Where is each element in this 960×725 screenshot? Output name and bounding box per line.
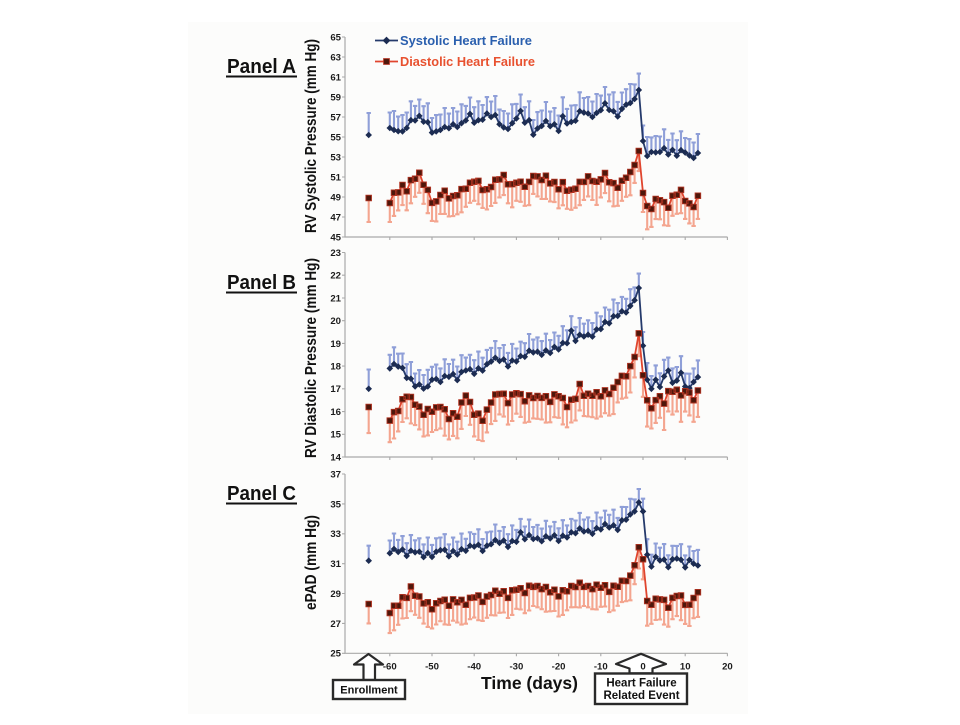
svg-text:20: 20 [330,316,341,327]
svg-text:61: 61 [330,72,341,83]
svg-text:Enrollment: Enrollment [340,685,398,697]
svg-text:33: 33 [330,529,341,540]
svg-text:53: 53 [330,152,341,163]
svg-text:Panel B: Panel B [227,271,296,294]
svg-text:21: 21 [330,293,341,304]
svg-text:25: 25 [330,649,341,660]
svg-text:22: 22 [330,271,341,282]
svg-text:17: 17 [330,384,341,395]
svg-text:20: 20 [722,662,733,673]
svg-text:Diastolic Heart Failure: Diastolic Heart Failure [400,54,535,69]
svg-text:RV Systolic Pressure (mm Hg): RV Systolic Pressure (mm Hg) [303,39,320,233]
svg-text:59: 59 [330,92,341,103]
svg-text:57: 57 [330,112,341,123]
svg-text:0: 0 [640,662,645,673]
svg-text:16: 16 [330,407,341,418]
svg-text:Systolic Heart Failure: Systolic Heart Failure [400,33,532,48]
svg-text:15: 15 [330,430,341,441]
svg-text:27: 27 [330,619,341,630]
svg-text:35: 35 [330,499,341,510]
svg-text:14: 14 [330,452,341,463]
svg-text:47: 47 [330,212,341,223]
svg-text:-10: -10 [594,662,608,673]
svg-text:RV Diastolic Pressure (mm Hg): RV Diastolic Pressure (mm Hg) [303,258,320,458]
svg-text:55: 55 [330,132,341,143]
svg-text:19: 19 [330,339,341,350]
svg-text:Time (days): Time (days) [481,673,578,693]
svg-text:51: 51 [330,172,341,183]
svg-text:Panel A: Panel A [227,55,296,78]
svg-text:49: 49 [330,192,341,203]
svg-text:-50: -50 [425,662,439,673]
svg-text:18: 18 [330,362,341,373]
svg-text:-20: -20 [552,662,566,673]
svg-text:Related Event: Related Event [603,690,679,702]
svg-text:45: 45 [330,232,341,243]
svg-text:-40: -40 [467,662,481,673]
svg-text:-30: -30 [509,662,523,673]
svg-text:10: 10 [680,662,691,673]
svg-text:23: 23 [330,248,341,259]
svg-text:37: 37 [330,469,341,480]
svg-text:65: 65 [330,32,341,43]
svg-text:63: 63 [330,52,341,63]
svg-text:29: 29 [330,589,341,600]
svg-text:Heart Failure: Heart Failure [606,678,676,690]
svg-text:31: 31 [330,559,341,570]
svg-text:-60: -60 [383,662,397,673]
svg-text:Panel C: Panel C [227,482,296,505]
svg-text:ePAD (mm Hg): ePAD (mm Hg) [303,515,320,610]
